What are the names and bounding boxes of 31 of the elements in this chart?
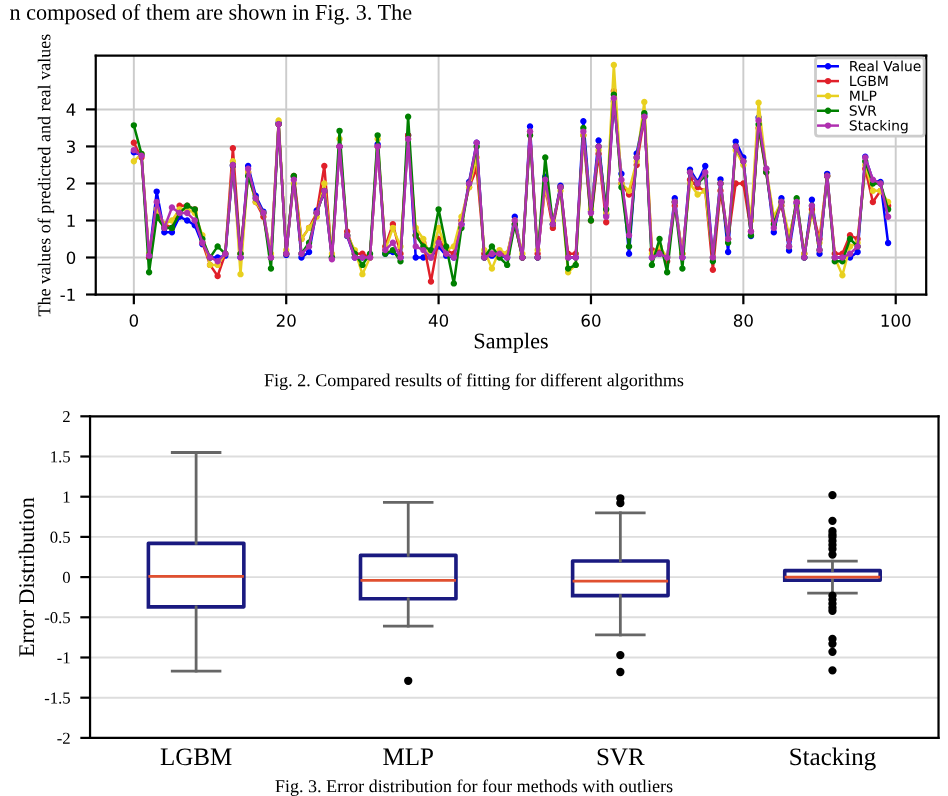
- x-tick-label: SVR: [597, 748, 645, 766]
- caption: Fig. 2. Compared results of fitting for different algorithms: [264, 373, 684, 391]
- x-tick-label: 80: [733, 314, 753, 327]
- x-tick-label: 40: [428, 314, 449, 327]
- x-tick-label: 100: [881, 314, 911, 327]
- x-tick-label: 60: [581, 314, 601, 327]
- y-tick-label: -0.5: [44, 612, 70, 624]
- y-tick-label: -1: [60, 288, 75, 301]
- x-tick-label: Stacking: [790, 747, 876, 771]
- y-tick-label: 1: [67, 214, 75, 227]
- y-tick-label: 4: [66, 103, 76, 116]
- caption: Fig. 3. Error distribution for four methods with outliers: [275, 779, 673, 796]
- y-tick-label: 1: [63, 491, 70, 503]
- x-tick-label: 20: [276, 314, 296, 327]
- y-axis-title: The values of predicted and real values: [37, 34, 55, 317]
- y-tick-label: 0: [66, 251, 76, 265]
- y-tick-label: -1: [57, 652, 70, 664]
- y-tick-label: 2: [63, 411, 70, 423]
- y-tick-label: 1.5: [51, 451, 70, 463]
- y-tick-label: -2: [57, 732, 70, 744]
- y-tick-label: 2: [66, 177, 75, 190]
- y-tick-label: 3: [66, 140, 75, 153]
- x-tick-label: 0: [129, 314, 139, 327]
- x-tick-label: MLP: [383, 748, 433, 765]
- y-axis-title: Error Distribution: [18, 497, 35, 657]
- text: n composed of them are shown in Fig. 3. The: [9, 3, 412, 25]
- y-tick-label: 0.5: [50, 531, 70, 543]
- x-axis-title: Samples: [474, 332, 548, 354]
- y-tick-label: -1.5: [44, 692, 70, 704]
- y-tick-label: 0: [62, 571, 70, 584]
- x-tick-label: LGBM: [160, 748, 232, 766]
